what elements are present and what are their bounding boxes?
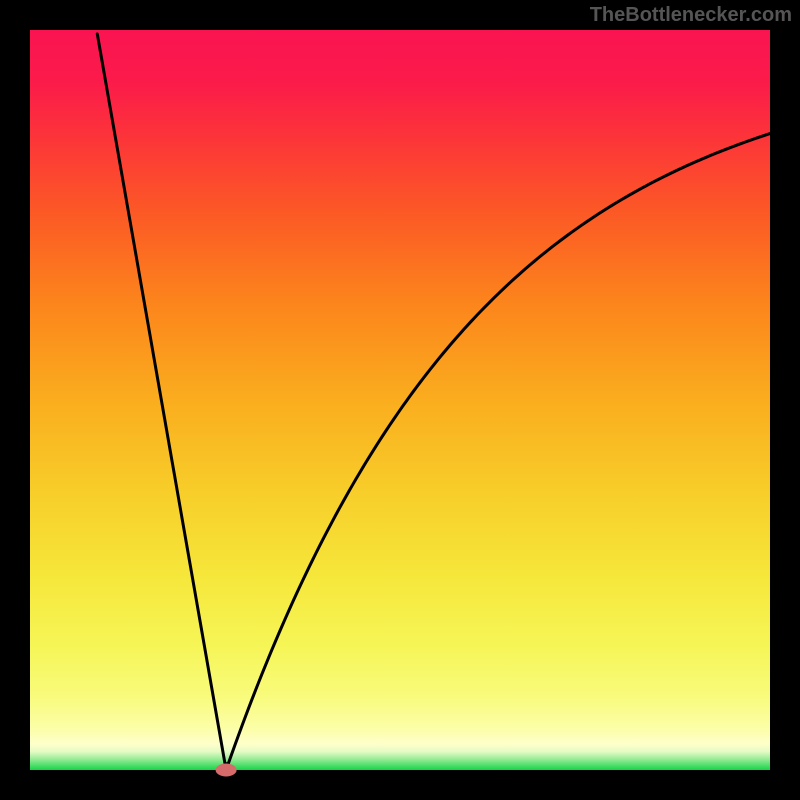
chart-canvas <box>0 0 800 800</box>
optimum-marker <box>216 764 236 776</box>
bottleneck-chart: TheBottlenecker.com <box>0 0 800 800</box>
plot-background <box>30 30 770 770</box>
attribution-text: TheBottlenecker.com <box>590 4 792 27</box>
